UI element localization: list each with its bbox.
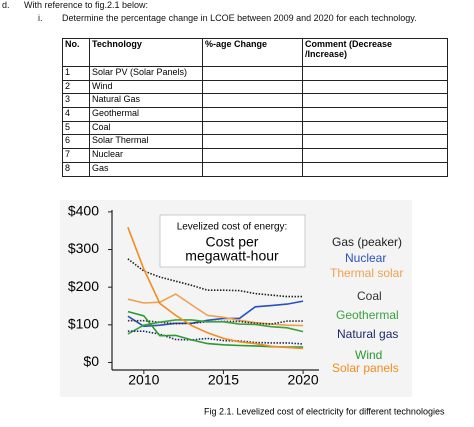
- chart-subtitle: megawatt-hour: [185, 248, 279, 264]
- legend-label: Geothermal: [336, 308, 399, 322]
- table-body: 1 Solar PV (Solar Panels) 2 Wind 3 Natural Ga…: [62, 66, 448, 177]
- legend-label: Thermal solar: [330, 266, 403, 280]
- caption: Fig 2.1. Levelized cost of electricity f…: [204, 406, 445, 416]
- legend-label: Solar panels: [332, 361, 399, 375]
- item-text: With reference to fig.2.1 below:: [24, 0, 149, 10]
- column-header-text: Comment (Decrease /Increase): [305, 39, 393, 60]
- series-line: [127, 227, 304, 350]
- question-text: Determine the percentage change in LCOE …: [62, 13, 417, 23]
- table-row: 8 Gas: [62, 161, 448, 177]
- column-header: Technology: [89, 38, 203, 67]
- table-cell: Gas: [89, 161, 203, 177]
- series-line: [127, 293, 304, 327]
- answer-table: No. Technology %-age Change Comment (Decrea…: [62, 38, 448, 177]
- series-line: [127, 330, 304, 345]
- legend-label: Coal: [357, 289, 382, 303]
- table-row: 2 Wind: [62, 79, 448, 95]
- column-header: No.: [62, 38, 90, 67]
- question-number: i.: [38, 13, 43, 23]
- series-line: [127, 258, 304, 298]
- table-row: 6 Solar Thermal: [62, 134, 448, 150]
- x-tick-label: 2020: [287, 372, 318, 388]
- table-cell: [302, 161, 448, 177]
- y-tick-label: $300: [68, 240, 99, 256]
- table-row: 4 Geothermal: [62, 107, 448, 122]
- y-tick-label: $200: [68, 278, 99, 294]
- legend-label: Gas (peaker): [332, 235, 402, 249]
- x-tick-label: 2010: [128, 372, 159, 388]
- chart-subtitle: Cost per: [206, 234, 259, 250]
- column-header-text: No.: [65, 39, 80, 50]
- chart-title: Levelized cost of energy:: [177, 222, 288, 233]
- x-tick-label: 2015: [208, 372, 239, 388]
- title-box: [159, 214, 306, 268]
- legend-label: Natural gas: [337, 327, 398, 341]
- column-header-text: %-age Change: [205, 39, 268, 50]
- legend-label: Wind: [355, 348, 382, 362]
- y-tick-label: $400: [68, 203, 99, 219]
- header-row: No. Technology %-age Change Comment (Decrea…: [62, 38, 448, 67]
- series-line: [127, 319, 304, 335]
- column-header: Comment (Decrease /Increase): [302, 38, 448, 67]
- column-header-text: Technology: [92, 39, 142, 50]
- table-row: 5 Coal: [62, 120, 448, 136]
- item-number: d.: [2, 0, 10, 10]
- y-tick-label: $0: [83, 353, 99, 369]
- y-tick-label: $100: [68, 316, 99, 332]
- series-line: [127, 300, 304, 328]
- legend-label: Nuclear: [345, 251, 386, 265]
